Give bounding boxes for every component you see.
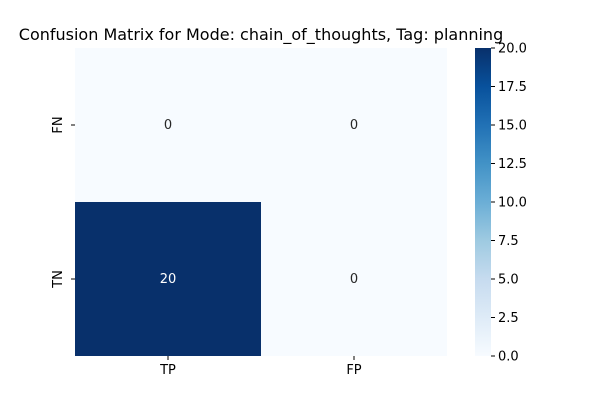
- cell-value-label: 0: [164, 118, 172, 133]
- colorbar-tick-label: 7.5: [498, 234, 519, 249]
- y-axis: FN TN: [51, 116, 75, 289]
- cell-value-label: 0: [350, 118, 358, 133]
- colorbar-tick-label: 15.0: [498, 119, 527, 134]
- y-tick-label: TN: [51, 270, 66, 289]
- colorbar-tick-label: 20.0: [498, 42, 527, 57]
- colorbar-tick-label: 10.0: [498, 196, 527, 211]
- colorbar: 0.0 2.5 5.0 7.5 10.0 12.5 15.0 17.5 20.0: [475, 42, 527, 365]
- colorbar-tick-label: 5.0: [498, 273, 519, 288]
- chart-title: Confusion Matrix for Mode: chain_of_thou…: [19, 25, 503, 45]
- heatmap-cells: [75, 48, 447, 356]
- colorbar-tick-label: 17.5: [498, 80, 527, 95]
- colorbar-tick-label: 12.5: [498, 157, 527, 172]
- heatmap-cell-fn-fp: [261, 48, 447, 202]
- colorbar-tick-label: 2.5: [498, 311, 519, 326]
- x-axis: TP FP: [159, 356, 362, 378]
- colorbar-gradient: [475, 48, 491, 356]
- x-tick-label: TP: [159, 363, 176, 378]
- colorbar-tick-label: 0.0: [498, 350, 519, 365]
- heatmap-cell-tn-tp: [75, 202, 261, 356]
- cell-value-label: 20: [160, 272, 177, 287]
- heatmap-cell-tn-fp: [261, 202, 447, 356]
- y-tick-label: FN: [51, 116, 66, 133]
- heatmap-cell-labels: 0 0 20 0: [160, 118, 358, 287]
- cell-value-label: 0: [350, 272, 358, 287]
- heatmap-cell-fn-tp: [75, 48, 261, 202]
- x-tick-label: FP: [346, 363, 361, 378]
